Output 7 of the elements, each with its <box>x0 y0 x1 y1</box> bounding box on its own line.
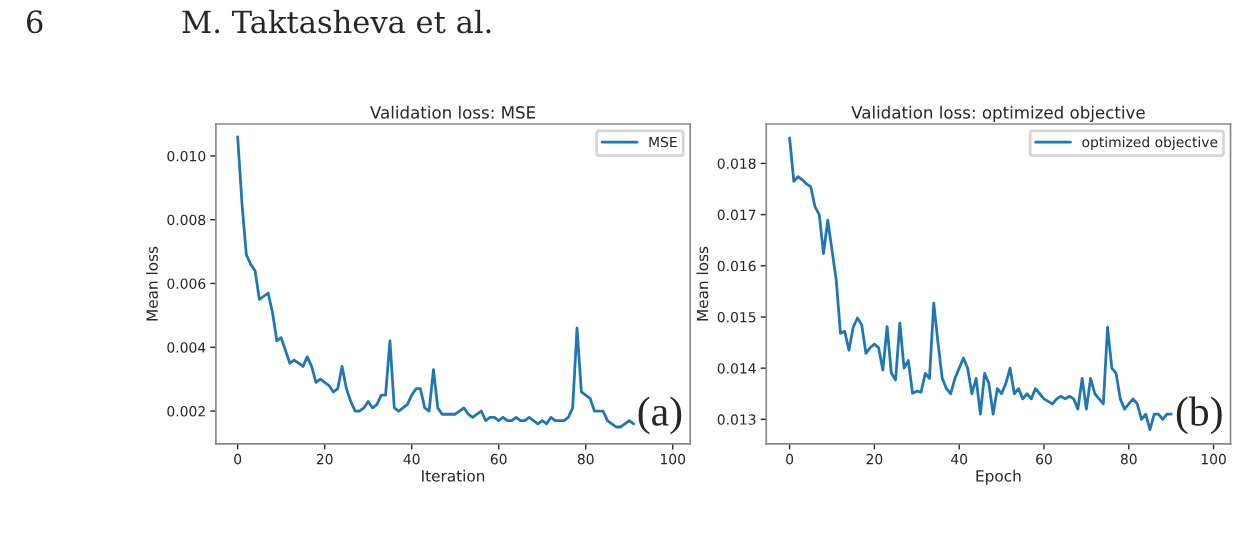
annotation: (b) <box>1176 396 1222 435</box>
chart-title: Validation loss: optimized objective <box>851 105 1145 122</box>
text: 6 <box>27 10 43 34</box>
text: M. Taktasheva et al. <box>182 9 491 34</box>
line-series <box>236 135 635 429</box>
annotation: (a) <box>638 396 682 435</box>
chart-title: Validation loss: MSE <box>370 105 536 119</box>
